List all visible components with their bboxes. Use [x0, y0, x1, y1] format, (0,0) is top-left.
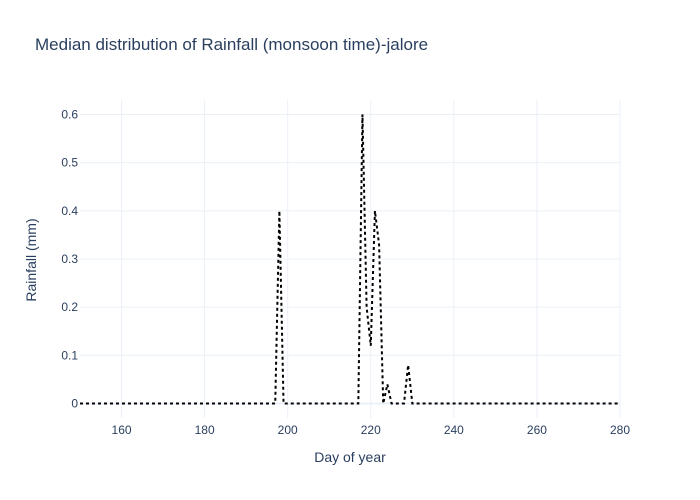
- x-tick-label: 240: [444, 423, 464, 437]
- y-tick-label: 0.5: [61, 156, 78, 170]
- x-axis-ticks: 160 180 200 220 240 260 280: [112, 423, 631, 437]
- y-tick-label: 0.4: [61, 204, 78, 218]
- x-tick-label: 280: [610, 423, 630, 437]
- y-tick-label: 0.2: [61, 300, 78, 314]
- x-tick-label: 160: [112, 423, 132, 437]
- y-axis-title: Rainfall (mm): [23, 218, 39, 301]
- x-tick-label: 180: [195, 423, 215, 437]
- x-tick-label: 260: [527, 423, 547, 437]
- y-tick-label: 0.6: [61, 107, 78, 121]
- y-axis-ticks: 0 0.1 0.2 0.3 0.4 0.5 0.6: [61, 107, 78, 410]
- y-tick-label: 0: [71, 397, 78, 411]
- grid: [80, 100, 621, 418]
- y-tick-label: 0.3: [61, 252, 78, 266]
- y-tick-label: 0.1: [61, 348, 78, 362]
- x-tick-label: 200: [278, 423, 298, 437]
- chart-title: Median distribution of Rainfall (monsoon…: [35, 35, 428, 54]
- x-axis-title: Day of year: [314, 449, 386, 465]
- x-tick-label: 220: [361, 423, 381, 437]
